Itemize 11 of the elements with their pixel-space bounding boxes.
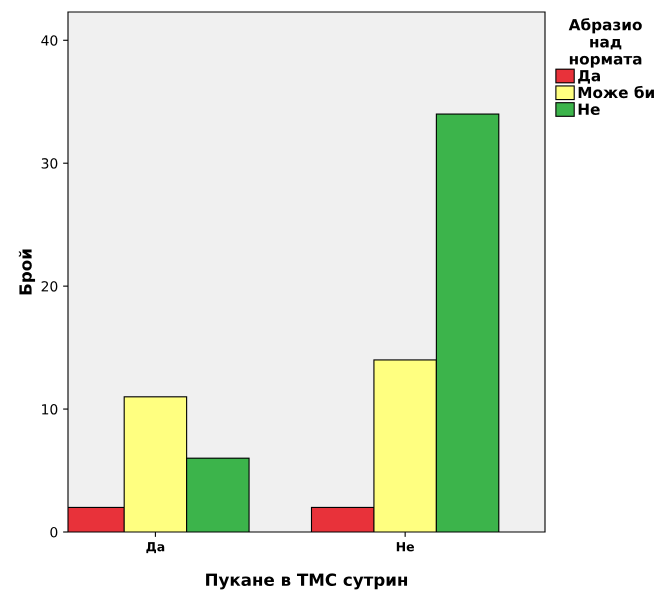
y-tick-label: 0 <box>50 526 58 538</box>
legend-title: Абразио над нормата <box>568 18 642 68</box>
y-tick-label: 40 <box>41 35 58 46</box>
y-axis-title: Брой <box>18 250 36 294</box>
y-tick-label: 20 <box>42 281 58 292</box>
legend-label: Да <box>578 70 600 84</box>
legend-label: Не <box>578 104 600 115</box>
y-tick-label: 10 <box>42 404 58 415</box>
y-tick-label: 30 <box>42 158 58 169</box>
legend-label: Може би <box>578 86 654 98</box>
x-axis-title: Пукане в ТМС сутрин <box>206 573 408 590</box>
